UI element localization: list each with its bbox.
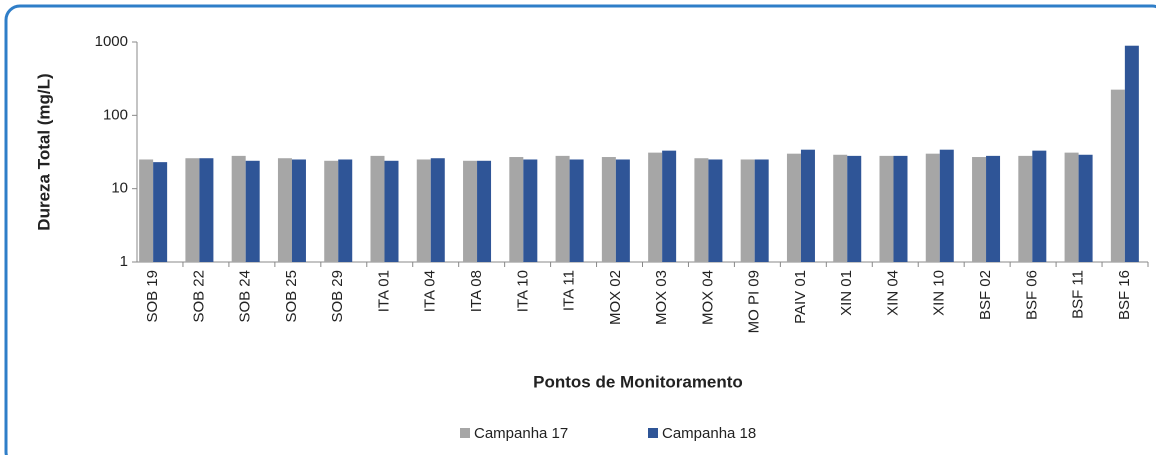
- x-tick-label: BSF 11: [1070, 270, 1087, 319]
- bar: [1124, 45, 1139, 263]
- bar: [245, 160, 260, 262]
- y-tick-label: 100: [103, 106, 128, 123]
- bar: [153, 162, 168, 262]
- bar: [708, 159, 723, 262]
- x-tick-label: BSF 06: [1023, 270, 1040, 320]
- bar: [277, 158, 292, 262]
- bar: [231, 155, 246, 262]
- bar: [800, 149, 815, 262]
- x-tick-label: SOB 29: [329, 270, 346, 323]
- bar: [430, 158, 445, 262]
- bar: [199, 158, 214, 262]
- bar: [601, 157, 616, 262]
- bar: [1064, 152, 1079, 262]
- frame: [4, 4, 1156, 455]
- bar: [291, 159, 306, 262]
- bar: [847, 155, 862, 262]
- bar: [1110, 89, 1125, 263]
- bar: [662, 150, 677, 262]
- x-tick-label: SOB 24: [237, 270, 254, 323]
- y-tick-label: 1000: [95, 33, 128, 50]
- legend-swatch: [648, 428, 658, 438]
- legend-label: Campanha 17: [474, 425, 568, 442]
- y-tick-label: 1: [120, 253, 128, 270]
- x-tick-label: BSF 16: [1116, 270, 1133, 320]
- x-tick-label: MOX 02: [607, 270, 624, 325]
- bar: [185, 158, 200, 262]
- bar: [694, 158, 709, 262]
- legend-swatch: [460, 428, 470, 438]
- x-tick-label: XIN 10: [931, 270, 948, 316]
- x-tick-label: PAIV 01: [792, 270, 809, 324]
- bar: [893, 155, 908, 262]
- bar: [879, 155, 894, 262]
- x-axis-title: Pontos de Monitoramento: [533, 372, 743, 391]
- x-tick-label: SOB 22: [190, 270, 207, 323]
- x-tick-label: ITA 11: [561, 270, 578, 311]
- x-tick-label: ITA 08: [468, 270, 485, 312]
- bar: [555, 155, 570, 262]
- x-tick-label: XIN 01: [838, 270, 855, 316]
- bar: [324, 160, 339, 262]
- x-tick-label: ITA 04: [422, 270, 439, 312]
- y-axis-title: Dureza Total (mg/L): [34, 73, 53, 230]
- bar: [754, 159, 769, 262]
- bar: [569, 159, 584, 262]
- bar: [925, 153, 940, 262]
- x-tick-label: MO PI 09: [746, 270, 763, 333]
- bar: [833, 154, 848, 262]
- bar: [939, 149, 954, 262]
- legend-label: Campanha 18: [662, 425, 756, 442]
- bar: [370, 155, 385, 262]
- bar: [477, 160, 492, 262]
- x-tick-label: MOX 04: [699, 270, 716, 325]
- bar: [338, 159, 353, 262]
- x-tick-label: SOB 25: [283, 270, 300, 323]
- bar: [1018, 155, 1033, 262]
- bar: [972, 157, 987, 262]
- bar: [786, 153, 801, 262]
- bar: [384, 160, 399, 262]
- bar: [509, 157, 524, 262]
- bar: [1078, 154, 1093, 262]
- x-tick-label: MOX 03: [653, 270, 670, 325]
- x-tick-label: SOB 19: [144, 270, 161, 323]
- x-tick-label: ITA 01: [375, 270, 392, 312]
- bar: [523, 159, 538, 262]
- bar: [986, 155, 1001, 262]
- bar: [139, 159, 154, 262]
- bar: [416, 159, 431, 262]
- bar: [740, 159, 755, 262]
- bar: [648, 152, 663, 262]
- bar: [463, 160, 478, 262]
- x-tick-label: BSF 02: [977, 270, 994, 320]
- bar: [615, 159, 630, 262]
- bar: [1032, 150, 1047, 262]
- x-tick-label: ITA 10: [514, 270, 531, 312]
- x-tick-label: XIN 04: [884, 270, 901, 316]
- y-tick-label: 10: [111, 180, 128, 197]
